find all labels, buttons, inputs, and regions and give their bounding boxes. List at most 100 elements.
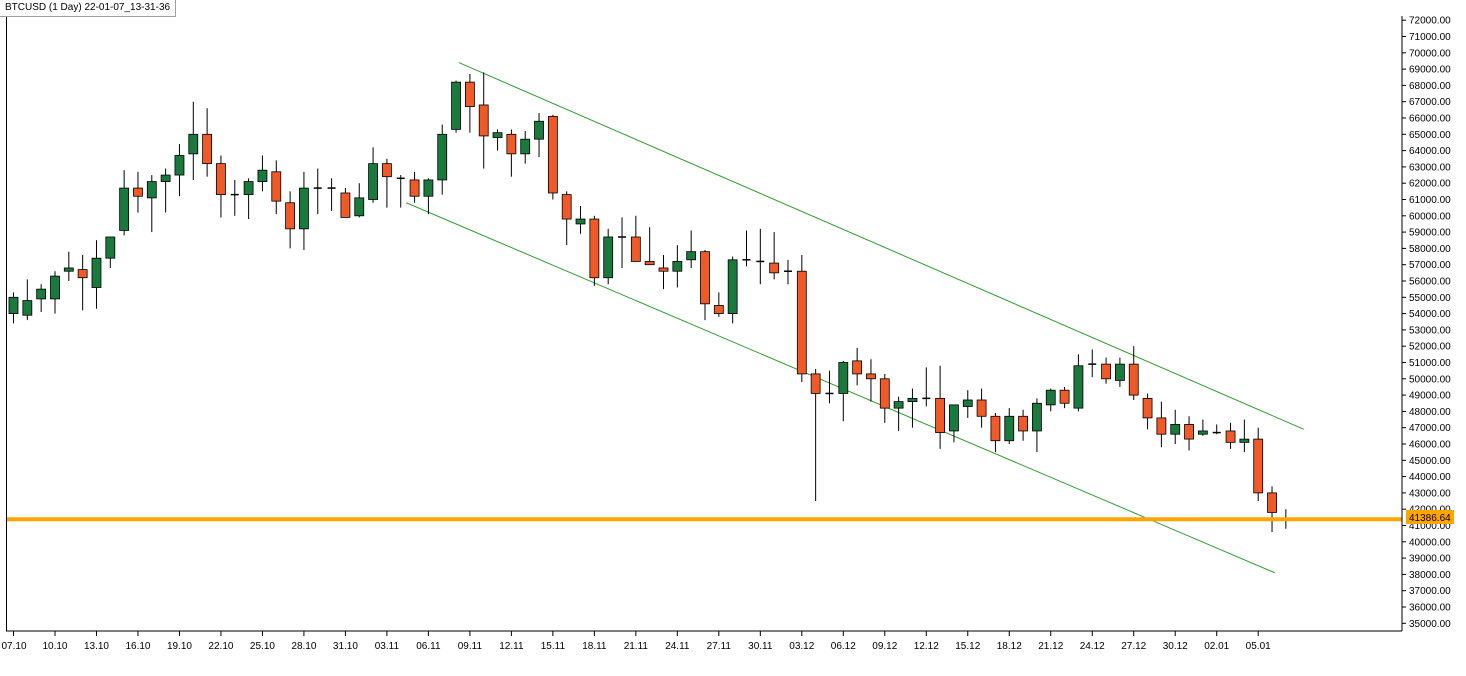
y-tick-label: 36000.00 (1409, 602, 1451, 613)
candle (893, 396, 904, 431)
candle-body (838, 362, 849, 394)
y-tick-label: 70000.00 (1409, 48, 1451, 59)
trendline-upper-channel[interactable] (458, 62, 1305, 430)
y-tick-label: 56000.00 (1409, 276, 1451, 287)
candle (257, 155, 268, 192)
candle (520, 131, 531, 164)
candle (77, 254, 88, 311)
y-tick-label: 44000.00 (1409, 472, 1451, 483)
candle (825, 370, 834, 404)
candle (990, 413, 1001, 453)
x-tick-label: 15.11 (541, 641, 566, 652)
candle-body (146, 181, 157, 199)
candle-body (547, 115, 558, 194)
candle-body (423, 179, 434, 197)
candle (575, 206, 586, 234)
candle (700, 250, 710, 321)
x-tick-label: 06.12 (831, 641, 856, 652)
y-tick-label: 40000.00 (1409, 537, 1451, 548)
candle-body (36, 288, 47, 300)
candle (852, 347, 863, 386)
candle (451, 80, 461, 133)
candle-body (727, 259, 738, 314)
candle (1156, 401, 1167, 448)
candle-body (1045, 389, 1056, 406)
candle-body (949, 404, 959, 432)
candle (796, 254, 807, 383)
candle-body (630, 236, 641, 262)
x-tick-label: 13.10 (84, 641, 109, 652)
candle (1170, 409, 1181, 444)
x-tick-label: 28.10 (291, 641, 316, 652)
candle (686, 230, 697, 268)
candle (1004, 408, 1015, 444)
candle (810, 369, 821, 502)
candle-body (1253, 438, 1264, 494)
candle (742, 230, 751, 267)
candle (935, 365, 946, 449)
candle (756, 228, 765, 285)
candle-body (1032, 402, 1042, 432)
candle-body (810, 373, 821, 394)
candle (105, 236, 116, 268)
candle (1267, 486, 1277, 533)
candles-layer (8, 72, 1290, 533)
x-tick-label: 15.12 (955, 641, 980, 652)
candle-body (644, 261, 655, 266)
candle (271, 160, 282, 215)
candle-body (962, 399, 973, 407)
x-tick-label: 30.11 (748, 641, 773, 652)
candle-body (658, 267, 669, 272)
candle (119, 170, 130, 236)
candle (478, 72, 489, 169)
candle-body (354, 197, 365, 217)
candle (534, 113, 544, 158)
candle-body (520, 138, 531, 155)
y-tick-label: 45000.00 (1409, 456, 1451, 467)
candle (1101, 357, 1111, 384)
candle-body (893, 401, 904, 409)
candle-body (1184, 424, 1194, 440)
candle-body (271, 171, 282, 202)
candle-body (437, 133, 448, 181)
y-tick-label: 60000.00 (1409, 211, 1451, 222)
candle (174, 144, 185, 197)
y-tick-label: 38000.00 (1409, 570, 1451, 581)
candle-body (589, 218, 600, 279)
candle (547, 114, 558, 200)
x-tick-label: 27.11 (707, 641, 732, 652)
candle (1115, 357, 1125, 387)
x-tick-label: 25.10 (250, 641, 275, 652)
candle-body (22, 300, 33, 316)
x-tick-label: 22.10 (208, 641, 233, 652)
x-tick-label: 31.10 (333, 641, 358, 652)
candle-body (63, 267, 74, 272)
candle-body (1018, 415, 1028, 432)
y-tick-label: 68000.00 (1409, 81, 1451, 92)
candle (423, 178, 434, 215)
candle (907, 388, 918, 428)
candle-body (1073, 365, 1084, 409)
candle-body (299, 187, 309, 230)
y-tick-label: 35000.00 (1409, 619, 1451, 630)
y-tick-label: 65000.00 (1409, 130, 1451, 141)
candle (949, 404, 959, 443)
candle-body (534, 120, 544, 140)
candle (1212, 424, 1221, 435)
candle (1184, 416, 1194, 451)
candle (922, 367, 931, 407)
candle (368, 147, 378, 203)
x-tick-label: 06.11 (416, 641, 441, 652)
candle-body (160, 174, 171, 182)
y-tick-label: 46000.00 (1409, 439, 1451, 450)
candle-body (672, 261, 683, 272)
candle (783, 259, 792, 285)
candle-body (907, 397, 918, 403)
candle (1018, 409, 1028, 441)
candle (866, 359, 876, 402)
candle (409, 171, 420, 203)
y-axis-ticks: 35000.00 36000.00 37000.00 38000.00 39000.00… (1402, 16, 1451, 630)
y-tick-label: 67000.00 (1409, 97, 1451, 108)
